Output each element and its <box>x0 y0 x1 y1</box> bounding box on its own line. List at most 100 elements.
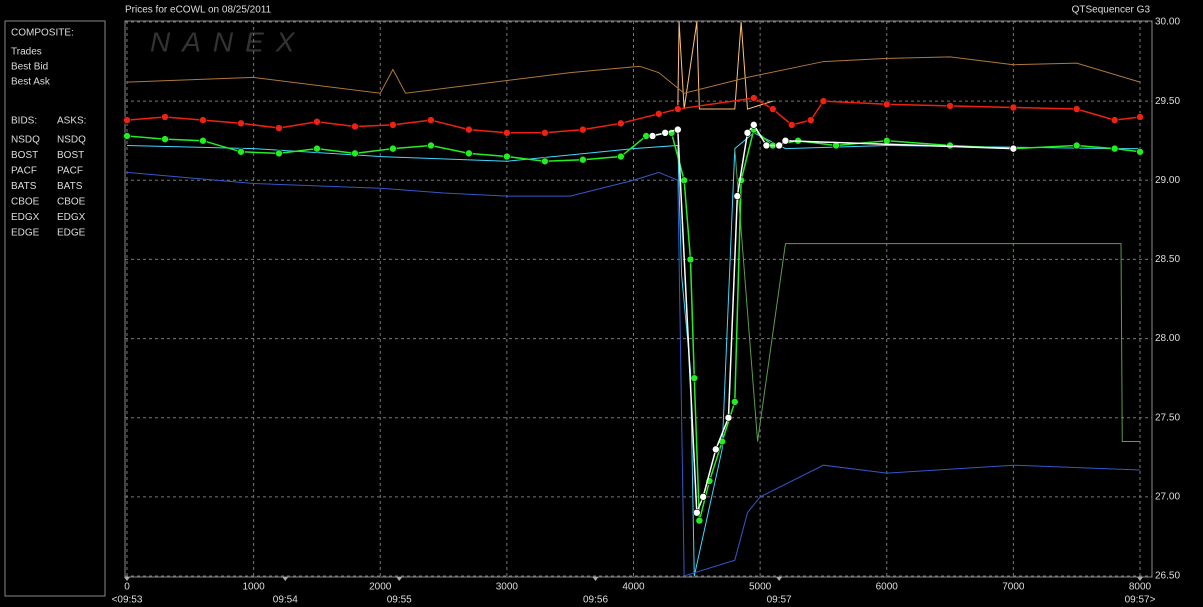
price-marker <box>882 100 891 109</box>
price-marker <box>655 110 663 118</box>
price-marker <box>579 125 587 134</box>
price-line <box>677 21 773 110</box>
price-marker <box>541 129 549 137</box>
time-tick-mark <box>396 577 403 581</box>
price-marker <box>693 508 701 517</box>
time-tick-mark <box>124 577 130 581</box>
y-tick-label: 29.00 <box>1155 175 1180 186</box>
price-marker <box>733 192 742 200</box>
source-label: QTSequencer G3 <box>1072 5 1151 16</box>
x-tick-label: 4000 <box>622 582 645 593</box>
price-marker <box>1009 103 1018 112</box>
price-marker <box>199 116 207 124</box>
legend-entry: BATS <box>57 181 83 192</box>
price-marker <box>237 119 245 128</box>
x-tick-label: 2000 <box>369 582 392 593</box>
x-tick-label: 1000 <box>243 582 266 593</box>
chart-title: Prices for eCOWL on 08/25/2011 <box>125 5 272 16</box>
price-marker <box>427 141 435 150</box>
legend-entry: BATS <box>11 181 37 192</box>
price-marker <box>427 116 435 124</box>
legend-heading: ASKS: <box>57 116 86 127</box>
x-tick-label: 3000 <box>496 582 519 593</box>
legend-entry: EDGE <box>11 228 40 239</box>
legend-entry: CBOE <box>57 197 86 208</box>
price-marker <box>465 149 473 158</box>
legend-entry: BOST <box>11 150 38 161</box>
price-marker <box>1136 147 1144 156</box>
price-marker <box>199 136 207 145</box>
price-marker <box>699 493 707 501</box>
price-marker <box>642 132 650 140</box>
x-tick-label: 7000 <box>1002 582 1025 593</box>
time-tick-label: <09:53 <box>112 595 143 606</box>
y-tick-label: 28.00 <box>1155 333 1180 344</box>
y-tick-label: 26.50 <box>1155 571 1180 582</box>
price-marker <box>1072 105 1081 113</box>
price-marker <box>661 129 669 137</box>
x-tick-label: 0 <box>124 582 130 593</box>
price-marker <box>686 255 695 264</box>
price-marker <box>762 141 771 150</box>
time-tick-label: 09:57 <box>767 595 792 606</box>
price-line <box>126 56 1141 94</box>
price-marker <box>1110 144 1119 153</box>
price-marker <box>695 516 704 525</box>
price-marker <box>806 116 815 124</box>
price-marker <box>389 121 397 129</box>
price-marker <box>737 176 745 185</box>
price-marker <box>712 445 720 454</box>
price-marker <box>743 129 752 137</box>
price-marker <box>275 149 283 158</box>
legend-entry: NSDQ <box>11 135 40 146</box>
price-marker <box>680 176 688 185</box>
price-marker <box>503 152 511 161</box>
price-marker <box>579 155 587 164</box>
price-marker <box>781 136 790 145</box>
price-marker <box>882 136 891 145</box>
time-tick-label: 09:55 <box>387 595 412 606</box>
plot-area <box>124 20 1153 578</box>
y-tick-label: 29.50 <box>1155 96 1180 107</box>
legend-entry: NSDQ <box>57 135 86 146</box>
price-marker <box>648 132 657 140</box>
x-tick-label: 8000 <box>1129 582 1152 593</box>
legend-entry: Trades <box>11 47 42 58</box>
price-marker <box>946 141 954 150</box>
y-tick-label: 27.50 <box>1155 412 1180 423</box>
price-marker <box>275 124 283 132</box>
price-marker <box>617 119 625 128</box>
legend-heading: COMPOSITE: <box>11 28 74 39</box>
y-tick-label: 28.50 <box>1155 254 1180 265</box>
price-marker <box>775 141 783 150</box>
legend-heading: BIDS: <box>11 116 37 127</box>
time-tick-label: 09:57> <box>1125 595 1156 606</box>
price-marker <box>503 129 511 137</box>
price-marker <box>351 122 359 131</box>
price-line <box>126 171 1141 577</box>
price-marker <box>1009 144 1018 153</box>
price-marker <box>123 116 131 124</box>
price-marker <box>541 157 549 166</box>
price-marker <box>819 97 828 105</box>
price-marker <box>1072 141 1081 150</box>
legend-entry: EDGX <box>57 212 86 223</box>
price-marker <box>749 94 758 102</box>
price-marker <box>389 144 397 153</box>
legend-entry: PACF <box>57 166 83 177</box>
price-line <box>734 148 1140 442</box>
legend-entry: BOST <box>57 150 84 161</box>
watermark: NANEX <box>150 26 306 57</box>
time-tick-label: 09:54 <box>273 595 298 606</box>
price-marker <box>1136 113 1144 121</box>
time-tick-label: 09:56 <box>583 595 608 606</box>
price-marker <box>237 147 245 156</box>
price-marker <box>690 374 699 382</box>
legend-box <box>4 20 106 597</box>
price-marker <box>161 135 169 143</box>
x-tick-label: 5000 <box>749 582 772 593</box>
time-tick-mark <box>592 577 599 581</box>
price-marker <box>674 125 682 134</box>
